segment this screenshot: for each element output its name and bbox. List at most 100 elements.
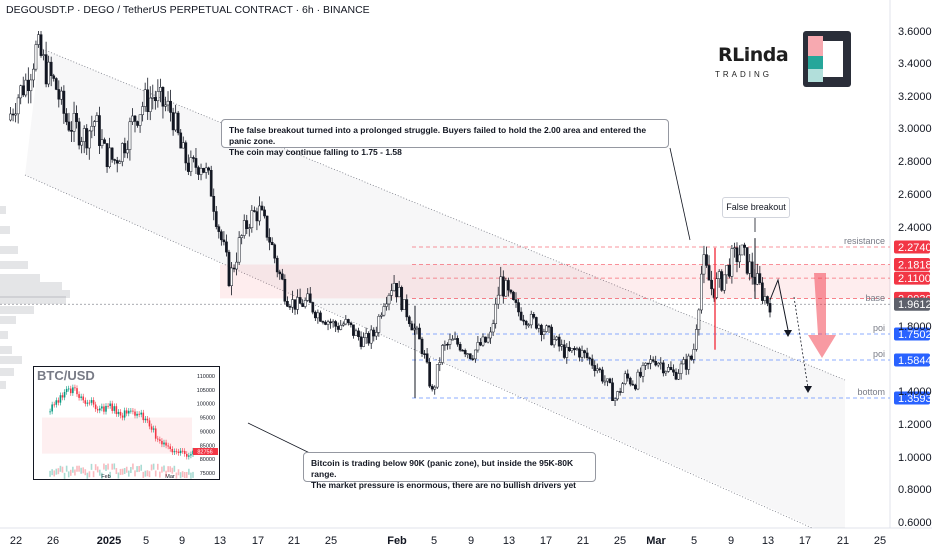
inset-candle xyxy=(188,455,190,457)
candle-up xyxy=(697,309,701,330)
candle-up xyxy=(667,367,670,372)
inset-volume-bar xyxy=(192,471,194,478)
candle-up xyxy=(730,248,734,277)
inset-volume-bar xyxy=(123,468,126,475)
inset-candle xyxy=(49,411,51,413)
candle-down xyxy=(57,89,61,100)
candle-up xyxy=(131,115,134,123)
inset-candle xyxy=(136,413,138,416)
inset-volume-bar xyxy=(65,465,68,472)
candle-up xyxy=(580,350,584,358)
candle-up xyxy=(552,339,556,346)
candle-down xyxy=(220,231,223,241)
candle-down xyxy=(372,329,376,337)
inset-volume-bar xyxy=(132,463,134,470)
x-tick-label: 9 xyxy=(728,535,734,547)
candle-up xyxy=(496,294,500,305)
candle-down xyxy=(70,130,73,132)
inset-volume-bar xyxy=(111,463,114,470)
inset-candle xyxy=(101,406,103,409)
candle-down xyxy=(684,359,688,370)
candle-up xyxy=(80,141,84,146)
candle-down xyxy=(507,280,510,291)
candle-down xyxy=(420,338,424,354)
inset-volume-bar xyxy=(142,471,145,478)
candle-down xyxy=(280,273,284,280)
volume-profile-bar xyxy=(0,246,18,254)
inset-candle xyxy=(84,400,87,404)
inset-y-tick: 105000 xyxy=(197,388,215,394)
candle-up xyxy=(623,373,627,384)
candle-up xyxy=(87,130,91,149)
inset-candle xyxy=(119,411,122,416)
inset-volume-bar xyxy=(140,464,143,471)
price-badge-text: 2.1818 xyxy=(898,259,932,271)
y-tick-label: 1.8000 xyxy=(898,321,932,333)
candle-up xyxy=(692,349,696,360)
inset-candle xyxy=(125,410,128,414)
inset-volume-bar xyxy=(59,465,62,472)
inset-candle xyxy=(82,396,85,401)
price-badge-text: 1.3593 xyxy=(898,393,932,405)
inset-volume-bar xyxy=(152,463,155,470)
candle-down xyxy=(113,159,117,161)
inset-y-tick: 95000 xyxy=(200,416,215,422)
candle-up xyxy=(128,121,132,150)
inset-volume-bar xyxy=(165,470,167,477)
inset-volume-bar xyxy=(130,467,132,474)
inset-x-tick: Feb xyxy=(101,474,110,479)
candle-down xyxy=(509,289,513,293)
candle-up xyxy=(250,210,254,228)
inset-candle xyxy=(183,450,186,454)
candle-up xyxy=(448,339,452,345)
candle-down xyxy=(359,336,363,347)
candle-up xyxy=(489,331,492,339)
candle-up xyxy=(29,79,33,92)
candle-down xyxy=(357,330,360,337)
candle-down xyxy=(573,348,576,351)
candle-up xyxy=(402,299,406,311)
candle-up xyxy=(316,312,320,319)
inset-y-tick: 85000 xyxy=(200,443,215,449)
annotation-top-line-1: The false breakout turned into a prolong… xyxy=(229,125,647,146)
candle-up xyxy=(748,261,752,274)
volume-profile-bar xyxy=(0,206,6,214)
candle-up xyxy=(108,147,111,167)
candle-down xyxy=(49,61,53,76)
inset-candle xyxy=(88,402,91,404)
candle-down xyxy=(171,112,175,131)
candle-down xyxy=(479,342,482,346)
inset-candle xyxy=(146,418,149,421)
candle-up xyxy=(677,373,680,380)
candle-up xyxy=(42,54,45,56)
inset-volume-bar xyxy=(121,468,124,475)
candle-up xyxy=(344,319,348,325)
annotation-top-line-2: The coin may continue falling to 1.75 - … xyxy=(229,147,402,157)
candle-up xyxy=(621,383,625,393)
candle-up xyxy=(738,254,741,263)
candle-up xyxy=(126,149,129,154)
candle-down xyxy=(567,346,571,352)
candle-down xyxy=(176,112,180,134)
logo-block-pink xyxy=(808,36,823,56)
candle-down xyxy=(514,299,518,303)
inset-candle xyxy=(72,387,74,394)
candle-up xyxy=(435,364,439,388)
btc-inset-title: BTC/USD xyxy=(37,368,95,383)
price-badge-text: 1.7502 xyxy=(898,329,932,341)
inset-candle xyxy=(127,410,130,414)
annotation-bottom-line-1: Bitcoin is trading below 90K (panic zone… xyxy=(311,458,574,479)
candle-down xyxy=(313,311,317,319)
candle-down xyxy=(336,326,340,330)
inset-volume-bar xyxy=(161,466,163,473)
candle-down xyxy=(319,312,322,322)
candle-down xyxy=(54,78,58,90)
candle-down xyxy=(268,237,271,243)
inset-candle xyxy=(173,451,176,453)
inset-volume-bar xyxy=(67,471,70,478)
candle-up xyxy=(494,303,498,324)
candle-up xyxy=(240,235,244,238)
inset-candle xyxy=(154,428,157,439)
candle-up xyxy=(474,349,477,360)
